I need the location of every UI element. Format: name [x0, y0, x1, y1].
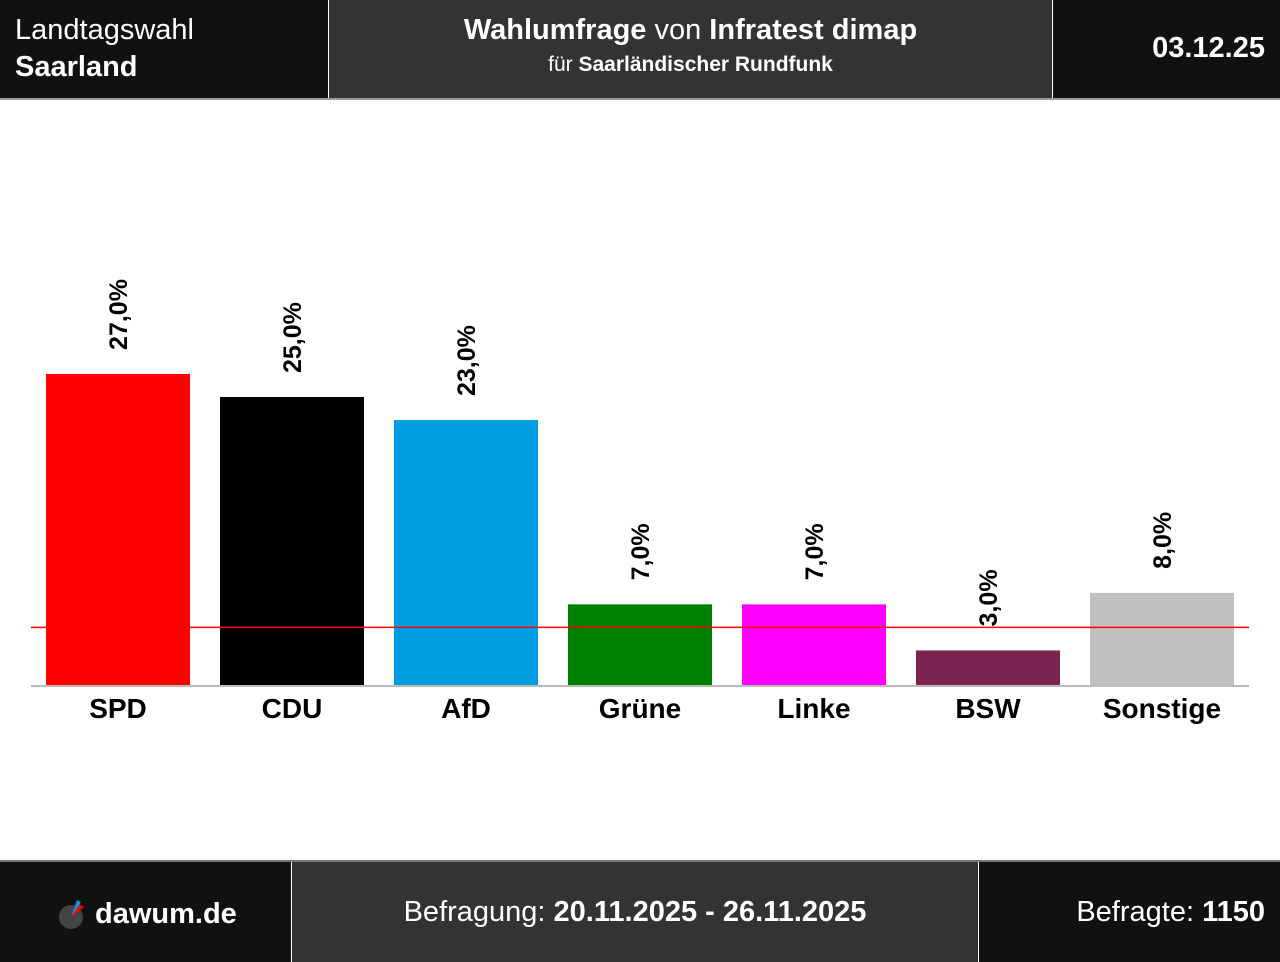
value-label: 3,0% [975, 569, 1003, 626]
period: 20.11.2025 - 26.11.2025 [553, 896, 867, 928]
brand-panel: dawum.de [0, 862, 291, 962]
sample-label: Befragte: [1076, 896, 1203, 928]
client: Saarländischer Rundfunk [578, 53, 833, 76]
header: Landtagswahl Saarland Wahlumfrage von In… [0, 0, 1280, 100]
footer: dawum.de Befragung: 20.11.2025 - 26.11.2… [0, 860, 1280, 962]
bar-sonstige [1090, 592, 1234, 685]
date-panel: 03.12.25 [1053, 0, 1280, 98]
category-label: BSW [955, 693, 1021, 724]
period-label: Befragung: [403, 896, 554, 928]
sample-size: 1150 [1202, 896, 1265, 928]
bar-bsw [916, 650, 1060, 685]
bar-linke [742, 604, 886, 685]
title-panel: Wahlumfrage von Infratest dimap für Saar… [329, 0, 1052, 98]
category-label: Sonstige [1103, 693, 1221, 724]
election-panel: Landtagswahl Saarland [0, 0, 328, 98]
category-label: Linke [777, 693, 850, 724]
title-poll: Wahlumfrage [463, 14, 647, 46]
bar-grüne [568, 604, 712, 685]
brand: dawum.de [95, 898, 237, 930]
category-label: SPD [89, 693, 147, 724]
value-label: 8,0% [1149, 512, 1177, 569]
value-label: 7,0% [801, 523, 829, 580]
date: 03.12.25 [1152, 32, 1265, 64]
bar-cdu [220, 397, 364, 685]
dawum-logo-icon [59, 900, 84, 929]
category-label: Grüne [599, 693, 681, 724]
bar-afd [394, 420, 538, 685]
period-panel: Befragung: 20.11.2025 - 26.11.2025 [292, 862, 978, 962]
for-label: für [548, 53, 579, 76]
category-label: CDU [262, 693, 323, 724]
value-label: 27,0% [105, 279, 133, 350]
category-label: AfD [441, 693, 491, 724]
value-label: 23,0% [453, 325, 481, 396]
value-label: 25,0% [279, 302, 307, 373]
election-label: Landtagswahl [15, 14, 194, 46]
value-label: 7,0% [627, 523, 655, 580]
sample-panel: Befragte: 1150 [979, 862, 1280, 962]
title-von: von [646, 14, 710, 46]
institute: Infratest dimap [709, 14, 918, 46]
bar-spd [46, 373, 190, 685]
region-label: Saarland [15, 51, 138, 83]
